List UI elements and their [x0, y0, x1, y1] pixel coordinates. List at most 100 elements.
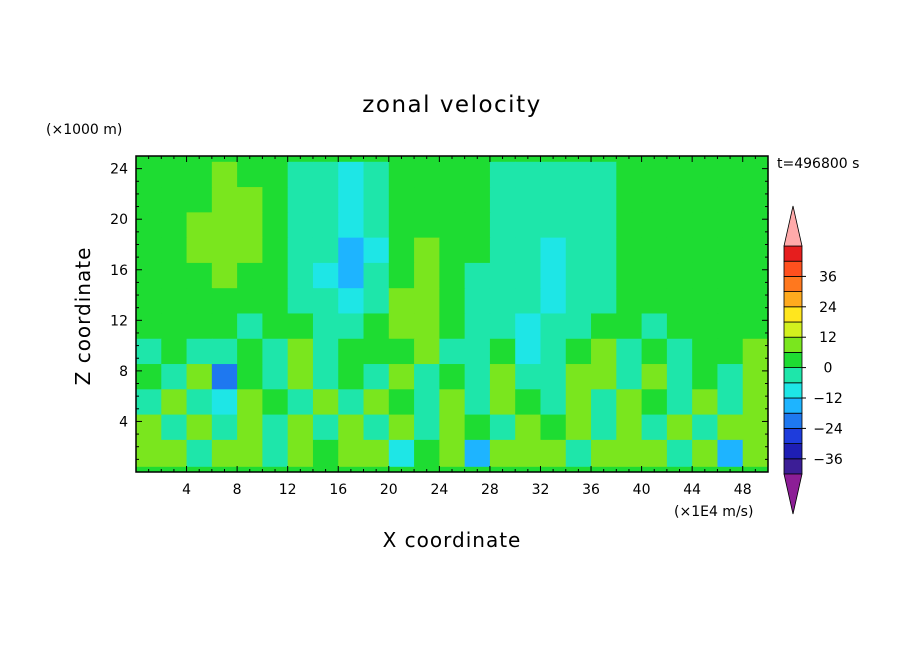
field-cell [186, 338, 213, 366]
colorbar-band [783, 351, 803, 368]
field-cell [186, 364, 213, 391]
field-cell [464, 212, 491, 240]
field-cell [666, 262, 693, 290]
field-cell [161, 212, 188, 240]
field-cell [237, 439, 263, 467]
field-cell [186, 313, 213, 341]
field-cell [262, 338, 289, 366]
colorbar-band [783, 397, 803, 414]
field-cell [161, 313, 188, 341]
field-cell [439, 262, 466, 290]
field-cell [287, 364, 314, 391]
field-cell [439, 237, 466, 265]
field-cell [464, 389, 491, 417]
field-cell [312, 262, 339, 290]
field-cell [742, 212, 769, 240]
x-tick-label: 8 [233, 482, 242, 498]
field-cell [464, 187, 491, 215]
field-cell [616, 389, 643, 417]
field-cell [237, 237, 263, 265]
colorbar-label: 24 [819, 300, 837, 316]
field-cell [515, 439, 542, 467]
field-cell [515, 187, 542, 215]
field-cell [616, 237, 643, 265]
field-cell [312, 237, 339, 265]
field-cell [186, 161, 213, 189]
field-cell [540, 187, 567, 215]
field-cell [591, 212, 617, 240]
field-cell [186, 262, 213, 290]
field-cell [312, 288, 339, 316]
x-tick-label: 24 [430, 482, 448, 498]
field-cell [338, 212, 365, 240]
field-cell [616, 364, 643, 391]
field-cell [717, 338, 744, 366]
field-cell [237, 288, 263, 316]
field-cell [565, 161, 592, 189]
field-cell [312, 187, 339, 215]
field-cell [489, 313, 516, 341]
y-tick-label: 4 [119, 414, 128, 430]
field-cell [591, 313, 617, 341]
field-cell [565, 338, 592, 366]
field-cell [262, 313, 289, 341]
y-axis-label: Z coordinate [71, 247, 95, 386]
field-cell [489, 439, 516, 467]
x-tick-label: 16 [329, 482, 347, 498]
field-cell [363, 187, 390, 215]
field-cell [540, 313, 567, 341]
field-cell [414, 364, 440, 391]
y-tick-label: 24 [110, 162, 128, 178]
field-cell [439, 313, 466, 341]
field-cell [262, 212, 289, 240]
field-cell [692, 439, 719, 467]
field-cell [717, 288, 744, 316]
field-cell [414, 389, 440, 417]
field-cell [363, 288, 390, 316]
field-cell [616, 212, 643, 240]
field-cell [312, 389, 339, 417]
field-cell [565, 212, 592, 240]
field-cell [388, 389, 415, 417]
field-cell [742, 288, 769, 316]
field-cell [515, 212, 542, 240]
field-cell [237, 364, 263, 391]
field-cell [211, 161, 238, 189]
field-cell [211, 262, 238, 290]
x-tick-label: 44 [683, 482, 701, 498]
field-cell [262, 364, 289, 391]
field-cell [312, 364, 339, 391]
field-cell [464, 414, 491, 442]
field-cell [742, 262, 769, 290]
field-cell [540, 237, 567, 265]
colorbar-label: −24 [813, 421, 843, 437]
field-cell [540, 288, 567, 316]
field-cell [464, 237, 491, 265]
field-cell [211, 389, 238, 417]
field-cell [692, 187, 719, 215]
field-cell [717, 187, 744, 215]
x-axis-ticks: 4 8 12 16 20 24 28 32 36 40 44 48 [148, 156, 756, 498]
field-cell [414, 187, 440, 215]
colorbar-label: −36 [813, 452, 843, 468]
field-cell [464, 364, 491, 391]
field-cell [363, 414, 390, 442]
field-cell [338, 288, 365, 316]
field-cell [591, 288, 617, 316]
colorbar-band [783, 260, 803, 277]
x-tick-label: 4 [182, 482, 191, 498]
field-cell [464, 338, 491, 366]
field-cell [515, 389, 542, 417]
field-cell [515, 288, 542, 316]
field-cell [338, 439, 365, 467]
x-tick-label: 48 [734, 482, 752, 498]
field-cell [565, 364, 592, 391]
field-cell [211, 364, 238, 391]
x-tick-label: 12 [279, 482, 297, 498]
field-cell [287, 338, 314, 366]
field-cell [616, 313, 643, 341]
field-cell [211, 237, 238, 265]
field-cell [287, 389, 314, 417]
field-cell [666, 338, 693, 366]
field-cell [161, 288, 188, 316]
